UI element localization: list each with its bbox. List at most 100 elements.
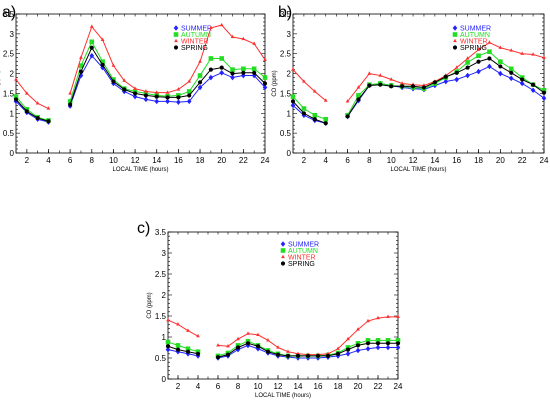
- x-tick-label: 18: [334, 382, 343, 391]
- y-tick-label: 0.5: [280, 129, 292, 138]
- chart-panel-2: b)2 4 6 8 10 12 14 16 18 20 22 2400.511.522.533.5LO…: [272, 4, 549, 173]
- data-point: [89, 24, 94, 28]
- data-point: [235, 345, 241, 350]
- data-point: [345, 347, 351, 352]
- x-axis-title: LOCAL TIME (hours): [390, 167, 446, 173]
- data-point: [241, 66, 246, 72]
- data-point: [421, 85, 427, 90]
- data-point: [385, 341, 391, 346]
- data-point: [323, 98, 328, 102]
- y-axis-title: CO (ppm): [0, 70, 1, 96]
- series-spring: SPRING: [290, 45, 547, 126]
- data-point: [290, 102, 296, 109]
- legend-marker: [281, 254, 285, 259]
- data-point: [508, 66, 514, 72]
- data-point: [498, 64, 503, 69]
- data-point: [186, 89, 192, 94]
- data-point: [100, 37, 105, 41]
- data-point: [208, 74, 214, 81]
- data-point: [67, 99, 73, 104]
- data-point: [154, 94, 159, 99]
- x-tick-label: 12: [131, 156, 140, 165]
- data-point: [100, 62, 105, 67]
- legend-label: SUMMER: [288, 242, 319, 249]
- data-point: [256, 332, 260, 337]
- x-tick-label: 24: [540, 156, 549, 165]
- legend-label: WINTER: [288, 255, 316, 262]
- legend-marker: [173, 25, 179, 31]
- data-point: [400, 84, 405, 89]
- data-point: [154, 98, 160, 105]
- data-point: [198, 59, 202, 63]
- y-tick-label: 2.5: [155, 270, 167, 279]
- data-point: [68, 102, 73, 107]
- data-point: [46, 106, 51, 110]
- data-point: [367, 71, 372, 75]
- data-point: [365, 338, 371, 343]
- data-point: [465, 60, 470, 65]
- data-point: [46, 119, 51, 124]
- data-point: [265, 349, 271, 354]
- data-point: [375, 341, 381, 346]
- series-line: [292, 101, 326, 124]
- x-tick-label: 8: [367, 156, 372, 165]
- data-point: [187, 79, 192, 83]
- data-point: [176, 87, 181, 91]
- x-tick-label: 14: [152, 156, 161, 165]
- data-point: [305, 353, 311, 358]
- data-point: [165, 95, 170, 100]
- x-tick-label: 20: [217, 156, 226, 165]
- legend-label: SPRING: [460, 45, 487, 52]
- data-point: [89, 52, 95, 59]
- data-point: [236, 336, 240, 341]
- data-point: [208, 56, 214, 61]
- legend-marker: [280, 248, 286, 253]
- data-point: [454, 65, 459, 69]
- x-tick-label: 6: [68, 156, 73, 165]
- series-line: [347, 57, 545, 117]
- x-tick-label: 20: [354, 382, 363, 391]
- data-point: [246, 331, 250, 335]
- data-point: [216, 343, 220, 347]
- data-point: [385, 338, 391, 343]
- y-tick-label: 1: [287, 109, 292, 118]
- legend-marker: [280, 241, 286, 247]
- x-axis-title: LOCAL TIME (hours): [112, 167, 168, 173]
- data-point: [122, 87, 127, 92]
- data-point: [24, 109, 29, 114]
- chart-panel-1: a)2 4 6 8 10 12 14 16 18 20 22 2400.511.522.533.5LO…: [0, 4, 270, 173]
- data-point: [541, 87, 547, 93]
- data-point: [132, 93, 138, 100]
- x-tick-label: 10: [254, 382, 263, 391]
- data-point: [241, 70, 246, 75]
- x-tick-label: 14: [430, 156, 439, 165]
- data-point: [345, 99, 350, 103]
- x-tick-label: 12: [274, 382, 283, 391]
- data-point: [24, 91, 29, 95]
- y-tick-label: 0.5: [155, 354, 167, 363]
- y-tick-label: 1.5: [3, 89, 15, 98]
- data-point: [111, 79, 116, 84]
- data-point: [68, 91, 72, 95]
- x-tick-label: 14: [294, 382, 303, 391]
- data-point: [476, 47, 481, 51]
- data-point: [235, 346, 241, 353]
- y-axis-title: CO (ppm): [272, 70, 278, 96]
- data-point: [133, 91, 138, 96]
- data-point: [175, 347, 181, 352]
- data-point: [241, 36, 246, 41]
- data-point: [301, 106, 307, 111]
- data-point: [465, 56, 470, 60]
- legend-marker: [174, 38, 178, 43]
- series-summer: SUMMER: [165, 241, 401, 361]
- series-spring: SPRING: [13, 45, 268, 124]
- x-tick-label: 2: [302, 156, 307, 165]
- data-point: [375, 338, 381, 343]
- y-tick-label: 1.5: [155, 312, 167, 321]
- data-point: [520, 77, 525, 82]
- data-point: [345, 114, 350, 119]
- legend-label: SUMMER: [460, 26, 491, 33]
- x-tick-label: 2: [176, 382, 181, 391]
- data-point: [276, 345, 280, 349]
- data-point: [195, 351, 201, 356]
